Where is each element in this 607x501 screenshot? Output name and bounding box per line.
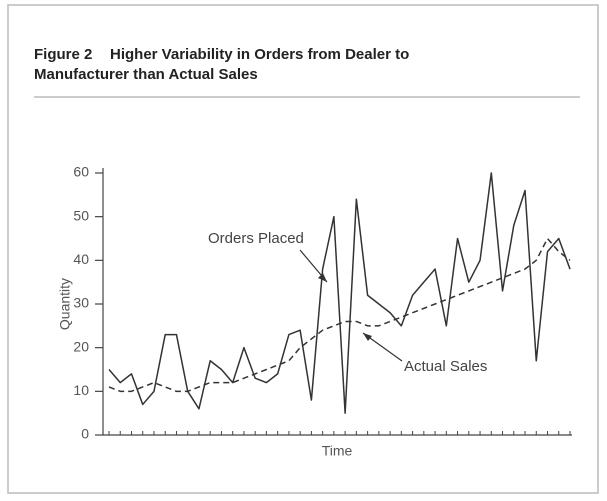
y-tick-label: 30 xyxy=(73,295,89,311)
y-tick-label: 20 xyxy=(73,338,89,354)
annotation: Orders Placed xyxy=(208,230,304,247)
frame xyxy=(7,4,599,494)
y-tick-label: 0 xyxy=(81,426,89,442)
chart-title: Higher Variability in Orders from Dealer… xyxy=(110,46,409,63)
y-tick-label: 60 xyxy=(73,164,89,180)
annotation: Actual Sales xyxy=(404,358,487,375)
series-line xyxy=(108,172,571,414)
y-tick-label: 50 xyxy=(73,207,89,223)
series-line xyxy=(108,237,571,393)
y-tick-label: 10 xyxy=(73,382,89,398)
figure-label: Figure 2 xyxy=(34,46,92,63)
arrow-head xyxy=(363,333,372,341)
chart-title: Manufacturer than Actual Sales xyxy=(34,66,258,83)
y-axis-label: Quantity xyxy=(57,278,73,330)
x-axis-label: Time xyxy=(322,443,353,459)
y-tick-label: 40 xyxy=(73,251,89,267)
